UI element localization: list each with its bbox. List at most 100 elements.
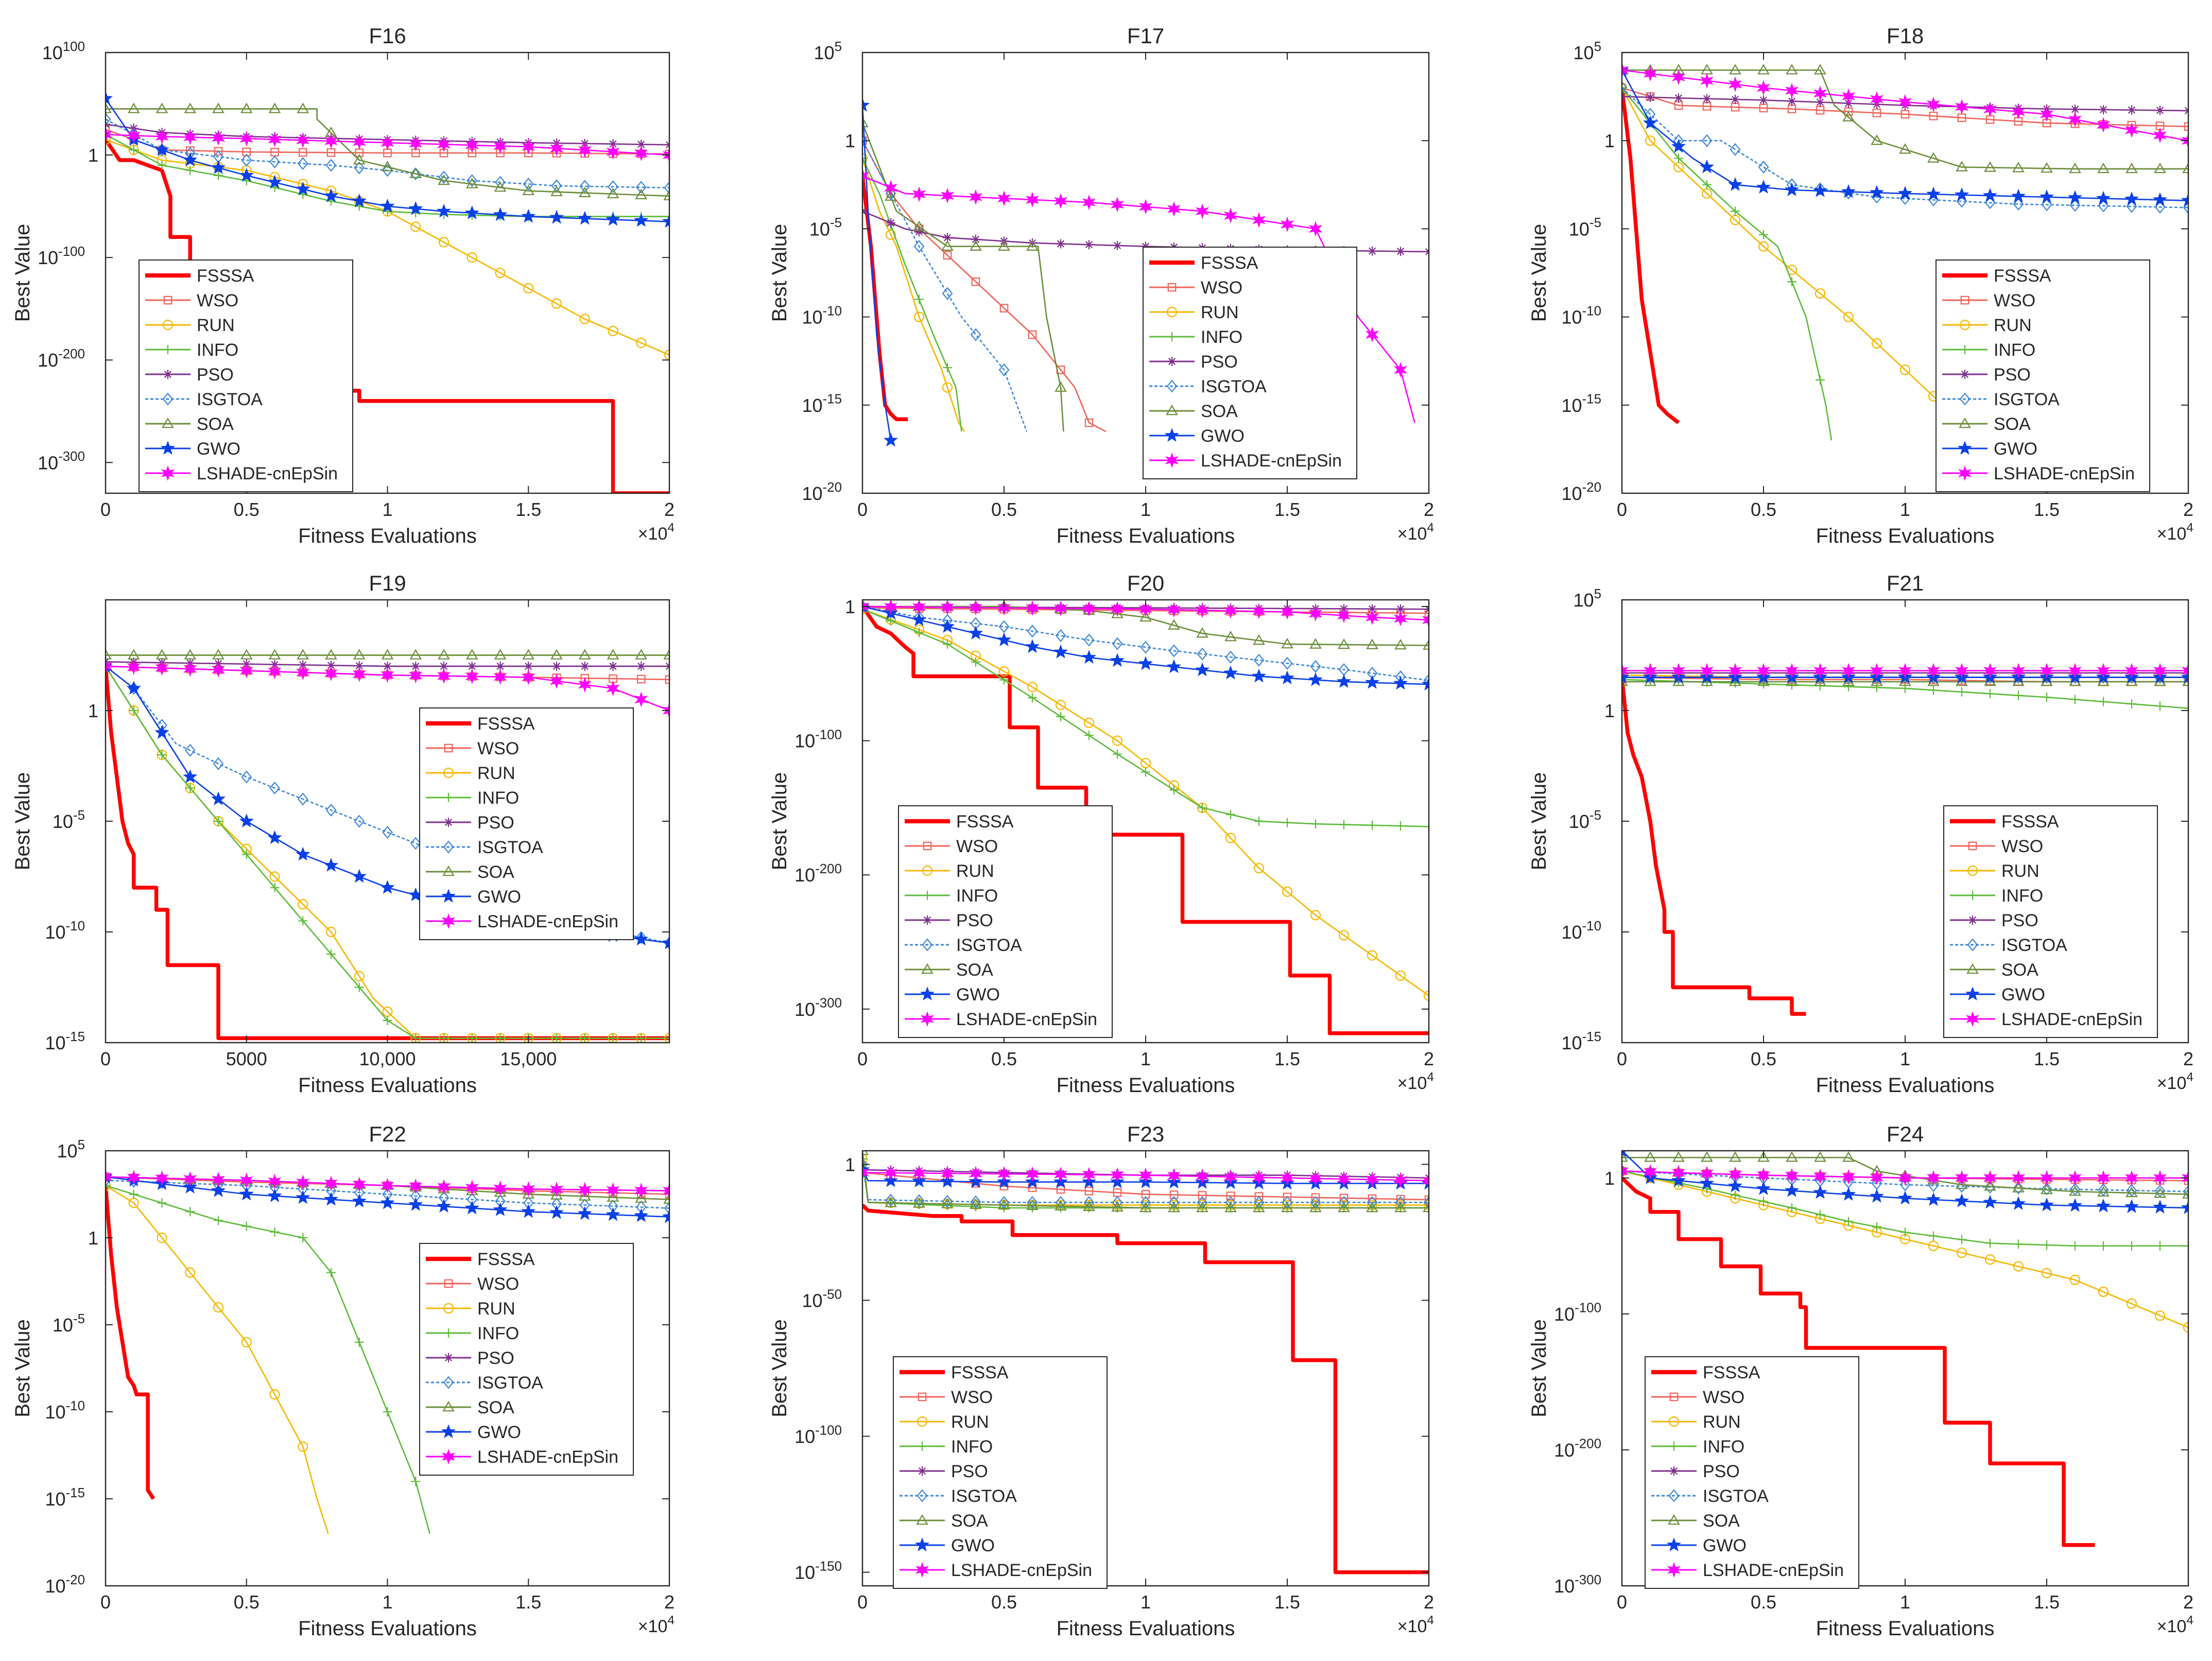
series-marker-info: [2070, 1241, 2080, 1251]
series-marker-lshade-cnepsin: [239, 1172, 253, 1188]
legend-label: FSSSA: [2001, 812, 2059, 832]
series-marker-gwo: [1982, 1195, 1998, 1209]
series-marker-gwo: [1308, 672, 1323, 686]
series-marker-gwo: [1280, 670, 1295, 685]
series-marker-lshade-cnepsin: [1955, 1170, 1969, 1186]
y-tick-label: 1: [88, 700, 98, 721]
legend-label: PSO: [477, 813, 514, 833]
legend-marker: [922, 865, 933, 876]
y-tick-label: 10-5: [809, 216, 842, 239]
series-marker-lshade-cnepsin: [997, 1166, 1011, 1182]
series-marker-soa: [2125, 1186, 2138, 1198]
series-marker-gwo: [2067, 190, 2083, 204]
series-marker-gwo: [1138, 656, 1153, 670]
series-marker-soa: [1984, 1180, 1996, 1191]
series-line-isgtoa: [862, 1164, 1429, 1203]
series-marker-lshade-cnepsin: [268, 131, 282, 147]
series-marker-lshade-cnepsin: [437, 136, 451, 152]
legend: FSSSA WSO RUN INFO PSO ISGTOA SOA GWO LSHADE-cnE…: [1143, 247, 1357, 479]
series-marker-isgtoa: [970, 328, 981, 341]
series-line-run: [106, 1185, 329, 1534]
series-marker-info: [2042, 1240, 2051, 1250]
legend-marker: [444, 793, 453, 802]
series-marker-soa: [550, 1189, 563, 1200]
series-group: [1622, 1151, 2188, 1547]
series-marker-lshade-cnepsin: [1280, 604, 1294, 620]
legend-marker: [918, 1442, 927, 1451]
series-marker-lshade-cnepsin: [634, 1182, 648, 1199]
chart-panel-f20: F20 0 0.5 1 1.5 2 1 10-100 10-200 10-300 Fitness E…: [768, 571, 1434, 1097]
series-marker-lshade-cnepsin: [1393, 1172, 1408, 1188]
series-marker-wso: [1169, 1190, 1179, 1199]
legend: FSSSA WSO RUN INFO PSO ISGTOA SOA GWO LSHADE-cnE…: [139, 259, 353, 492]
series-marker-lshade-cnepsin: [296, 664, 310, 681]
series-marker-run: [636, 337, 647, 349]
series-marker-pso: [1056, 239, 1065, 249]
legend-label: PSO: [477, 1348, 514, 1368]
y-tick-label: 10-5: [53, 1312, 85, 1336]
series-marker-lshade-cnepsin: [1841, 1169, 1856, 1185]
series-marker-info: [2014, 1239, 2023, 1249]
series-group: [106, 91, 669, 493]
series-marker-gwo: [1727, 1178, 1743, 1192]
series-marker-isgtoa: [241, 153, 252, 167]
x-tick-label: 0.5: [991, 499, 1017, 520]
y-tick-label: 10-5: [1569, 808, 1601, 832]
series-marker-info: [2184, 1241, 2188, 1251]
series-marker-soa: [494, 1186, 507, 1197]
series-marker-lshade-cnepsin: [549, 1181, 564, 1198]
series-marker-lshade-cnepsin: [1167, 602, 1181, 618]
series-marker-gwo: [154, 142, 169, 157]
legend-label: GWO: [1994, 439, 2037, 459]
legend-marker: [1165, 452, 1179, 469]
y-tick-label: 10-20: [1562, 480, 1602, 504]
series-marker-info: [270, 1227, 280, 1237]
legend-label: GWO: [951, 1536, 995, 1555]
legend-marker: [1968, 891, 1977, 900]
series-marker-info: [999, 675, 1009, 685]
legend-label: INFO: [1703, 1437, 1744, 1457]
series-marker-lshade-cnepsin: [884, 180, 898, 196]
series-marker-gwo: [2152, 192, 2168, 206]
series-marker-soa: [353, 649, 366, 660]
series-marker-gwo: [1982, 188, 1998, 202]
legend: FSSSA WSO RUN INFO PSO ISGTOA SOA GWO LSHADE-cnE…: [1943, 805, 2158, 1038]
series-marker-lshade-cnepsin: [1756, 663, 1771, 679]
series-marker-gwo: [1727, 177, 1743, 191]
chart-title: F24: [1887, 1122, 1924, 1146]
series-marker-run: [157, 1232, 167, 1243]
chart-panel-f19: F19 0 5000 10,000 15,000 1 10-5 10-10 10-15 Fitne…: [11, 571, 670, 1097]
legend-label: RUN: [1994, 316, 2032, 335]
series-marker-info: [106, 1181, 110, 1190]
series-marker-lshade-cnepsin: [493, 138, 507, 154]
series-marker-soa: [862, 116, 869, 128]
series-marker-soa: [1842, 1151, 1855, 1162]
series-marker-soa: [1055, 381, 1067, 392]
x-tick-label: 0.5: [1751, 1048, 1776, 1069]
x-tick-label: 0: [1617, 1591, 1627, 1613]
series-marker-wso: [1424, 1195, 1429, 1204]
series-line-isgtoa: [106, 1180, 669, 1209]
series-marker-lshade-cnepsin: [1898, 94, 1912, 110]
series-marker-soa: [2182, 1188, 2188, 1199]
series-marker-lshade-cnepsin: [1280, 1170, 1294, 1186]
series-marker-isgtoa: [664, 181, 669, 195]
x-axis-label: Fitness Evaluations: [298, 1074, 477, 1097]
series-marker-soa: [1338, 638, 1350, 649]
series-marker-lshade-cnepsin: [634, 145, 648, 162]
series-marker-wso: [1084, 1186, 1094, 1196]
y-tick-label: 10-5: [53, 808, 85, 832]
series-marker-soa: [663, 189, 669, 200]
series-marker-isgtoa: [1225, 650, 1236, 664]
series-marker-lshade-cnepsin: [324, 133, 338, 149]
legend-marker: [442, 865, 455, 876]
legend-marker: [441, 889, 456, 903]
y-tick-label: 10-200: [794, 862, 842, 886]
series-marker-pso: [1084, 240, 1094, 250]
series-marker-gwo: [1869, 1188, 1885, 1203]
series-marker-gwo: [1699, 159, 1715, 174]
series-marker-gwo: [352, 1193, 367, 1208]
series-marker-soa: [522, 649, 535, 660]
series-marker-pso: [524, 662, 533, 671]
series-marker-isgtoa: [438, 170, 450, 184]
